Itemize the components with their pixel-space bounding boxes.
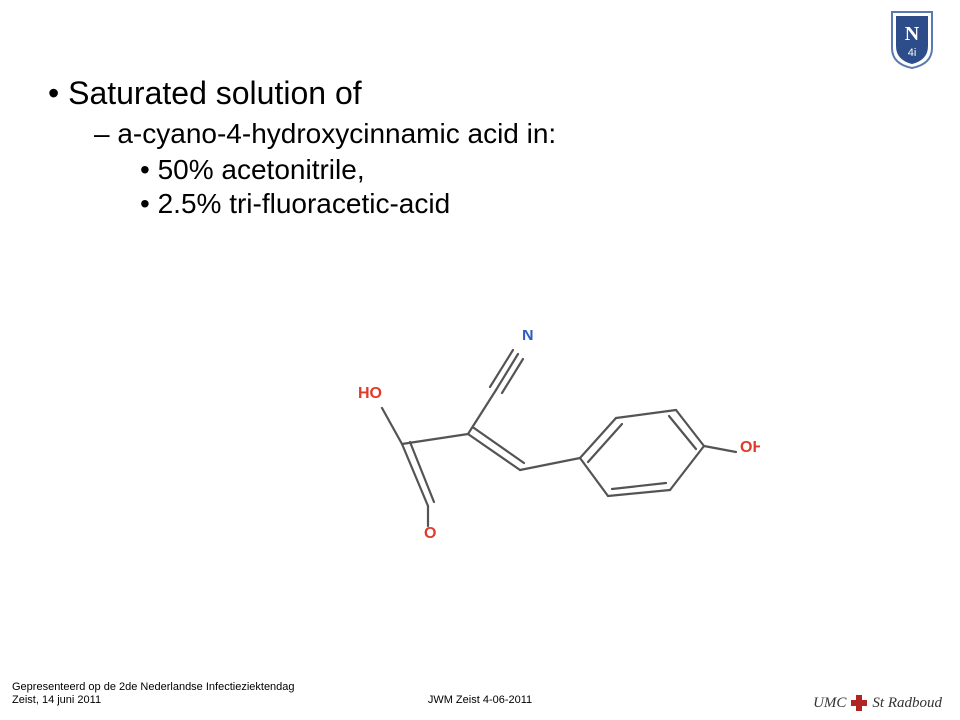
svg-text:N: N — [522, 330, 534, 344]
umc-radboud-logo: UMC St Radboud — [813, 694, 942, 713]
org-shield-logo: N 4i — [890, 10, 934, 70]
logo-sub: 4i — [908, 47, 917, 59]
svg-text:O: O — [424, 525, 436, 542]
chemical-structure-diagram: HO O N OH — [340, 330, 760, 580]
umc-text-right: St Radboud — [872, 695, 942, 712]
bullet-level-2: a-cyano-4-hydroxycinnamic acid in: — [94, 118, 912, 150]
bullet-level-1: Saturated solution of — [48, 75, 912, 112]
logo-letter: N — [905, 23, 920, 45]
svg-text:OH: OH — [740, 439, 760, 456]
footer-line-1: Gepresenteerd op de 2de Nederlandse Infe… — [12, 681, 295, 695]
slide-content: Saturated solution of a-cyano-4-hydroxyc… — [48, 75, 912, 222]
bullet-level-3: 2.5% tri-fluoracetic-acid — [140, 188, 912, 220]
cross-icon — [850, 694, 868, 712]
svg-text:HO: HO — [358, 385, 382, 402]
umc-text-left: UMC — [813, 695, 846, 712]
bullet-level-3: 50% acetonitrile, — [140, 154, 912, 186]
